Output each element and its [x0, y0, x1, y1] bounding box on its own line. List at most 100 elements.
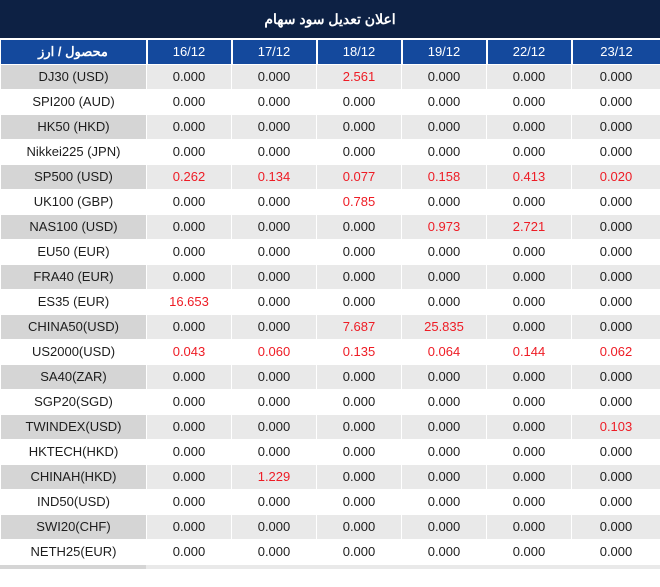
- value-cell: 0.000: [401, 288, 487, 315]
- value-cell: 0.000: [231, 313, 317, 340]
- column-header-date-6: 23/12: [570, 38, 660, 64]
- value-cell: 0.000: [146, 238, 232, 265]
- product-name-cell: CHINAH(HKD): [0, 463, 147, 490]
- product-name-cell: SGP20(SGD): [0, 388, 147, 415]
- product-name-cell: SA40(ZAR): [0, 363, 147, 390]
- value-cell: 0.077: [316, 163, 402, 190]
- value-cell: 0.000: [231, 263, 317, 290]
- value-cell: 0.000: [571, 263, 660, 290]
- table-row: SGP20(SGD) 0.000 0.000 0.000 0.000 0.000 0.000: [0, 388, 660, 415]
- value-cell: 0.000: [571, 513, 660, 540]
- value-cell: 0.000: [571, 113, 660, 140]
- value-cell: 0.000: [316, 288, 402, 315]
- product-name-cell: ES35 (EUR): [0, 288, 147, 315]
- value-cell: 0.000: [401, 388, 487, 415]
- product-name-cell: EU50 (EUR): [0, 238, 147, 265]
- value-cell: 0.000: [401, 63, 487, 90]
- value-cell: 0.000: [146, 413, 232, 440]
- column-header-date-5: 22/12: [485, 38, 572, 64]
- value-cell: 16.653: [146, 288, 232, 315]
- value-cell: 0.000: [146, 488, 232, 515]
- product-name-cell: DJ30 (USD): [0, 63, 147, 90]
- value-cell: 0.785: [316, 188, 402, 215]
- value-cell: 0.000: [571, 313, 660, 340]
- value-cell: 0.043: [146, 338, 232, 365]
- value-cell: 0.000: [146, 188, 232, 215]
- value-cell: 0.103: [571, 413, 660, 440]
- value-cell: 0.262: [146, 163, 232, 190]
- table-row: SWI20(CHF) 0.000 0.000 0.000 0.000 0.000 0.000: [0, 513, 660, 540]
- product-name-cell: UK100 (GBP): [0, 188, 147, 215]
- value-cell: 0.000: [571, 388, 660, 415]
- value-cell: 0.000: [401, 463, 487, 490]
- value-cell: 0.064: [401, 338, 487, 365]
- product-name-cell: SWI20(CHF): [0, 513, 147, 540]
- value-cell: 0.000: [571, 463, 660, 490]
- value-cell: 0.000: [316, 538, 402, 565]
- value-cell: 0.000: [231, 213, 317, 240]
- value-cell: 0.000: [146, 438, 232, 465]
- header-row: محصول / ارز 16/12 17/12 18/12 19/12 22/1…: [0, 38, 660, 64]
- dividend-adjustment-table: محصول / ارز 16/12 17/12 18/12 19/12 22/1…: [0, 38, 660, 565]
- value-cell: 0.000: [316, 413, 402, 440]
- value-cell: 0.000: [401, 138, 487, 165]
- value-cell: 0.000: [571, 288, 660, 315]
- value-cell: 0.000: [401, 438, 487, 465]
- value-cell: 0.000: [401, 363, 487, 390]
- product-name-cell: SPI200 (AUD): [0, 88, 147, 115]
- value-cell: 0.000: [316, 213, 402, 240]
- value-cell: 0.000: [316, 88, 402, 115]
- table-row: UK100 (GBP) 0.000 0.000 0.785 0.000 0.000 0.00…: [0, 188, 660, 215]
- value-cell: 0.000: [571, 438, 660, 465]
- value-cell: 0.000: [146, 388, 232, 415]
- table-row: EU50 (EUR) 0.000 0.000 0.000 0.000 0.000 0.000: [0, 238, 660, 265]
- value-cell: 2.561: [316, 63, 402, 90]
- value-cell: 7.687: [316, 313, 402, 340]
- value-cell: 0.000: [146, 513, 232, 540]
- value-cell: 0.000: [316, 363, 402, 390]
- value-cell: 0.000: [231, 288, 317, 315]
- value-cell: 0.000: [486, 488, 572, 515]
- value-cell: 0.000: [146, 538, 232, 565]
- value-cell: 0.973: [401, 213, 487, 240]
- value-cell: 0.000: [401, 488, 487, 515]
- value-cell: 0.000: [316, 138, 402, 165]
- table-row: SP500 (USD) 0.262 0.134 0.077 0.158 0.413 0.02…: [0, 163, 660, 190]
- value-cell: 0.000: [401, 538, 487, 565]
- value-cell: 0.000: [571, 88, 660, 115]
- value-cell: 0.000: [486, 263, 572, 290]
- product-name-cell: Nikkei225 (JPN): [0, 138, 147, 165]
- partial-next-row: [0, 564, 660, 569]
- value-cell: 0.134: [231, 163, 317, 190]
- value-cell: 0.000: [571, 238, 660, 265]
- table-row: ES35 (EUR) 16.653 0.000 0.000 0.000 0.000 0.00…: [0, 288, 660, 315]
- value-cell: 0.000: [146, 113, 232, 140]
- table-row: DJ30 (USD) 0.000 0.000 2.561 0.000 0.000 0.000: [0, 63, 660, 90]
- value-cell: 0.000: [316, 488, 402, 515]
- value-cell: 0.144: [486, 338, 572, 365]
- table-body: DJ30 (USD) 0.000 0.000 2.561 0.000 0.000 0.000…: [0, 63, 660, 565]
- value-cell: 0.020: [571, 163, 660, 190]
- value-cell: 0.000: [401, 188, 487, 215]
- value-cell: 0.000: [486, 88, 572, 115]
- value-cell: 0.000: [486, 138, 572, 165]
- column-header-date-1: 16/12: [145, 38, 232, 64]
- table-row: NETH25(EUR) 0.000 0.000 0.000 0.000 0.000 0.00…: [0, 538, 660, 565]
- value-cell: 0.000: [486, 413, 572, 440]
- table-row: Nikkei225 (JPN) 0.000 0.000 0.000 0.000 0.000…: [0, 138, 660, 165]
- value-cell: 0.000: [231, 113, 317, 140]
- value-cell: 0.135: [316, 338, 402, 365]
- table-row: CHINA50(USD) 0.000 0.000 7.687 25.835 0.000 0.…: [0, 313, 660, 340]
- value-cell: 0.000: [316, 463, 402, 490]
- value-cell: 0.000: [146, 63, 232, 90]
- product-name-cell: NETH25(EUR): [0, 538, 147, 565]
- product-name-cell: HK50 (HKD): [0, 113, 147, 140]
- product-name-cell: US2000(USD): [0, 338, 147, 365]
- table-row: IND50(USD) 0.000 0.000 0.000 0.000 0.000 0.000: [0, 488, 660, 515]
- table-row: SA40(ZAR) 0.000 0.000 0.000 0.000 0.000 0.000: [0, 363, 660, 390]
- value-cell: 0.000: [401, 263, 487, 290]
- value-cell: 0.000: [146, 463, 232, 490]
- value-cell: 0.000: [401, 113, 487, 140]
- product-name-cell: SP500 (USD): [0, 163, 147, 190]
